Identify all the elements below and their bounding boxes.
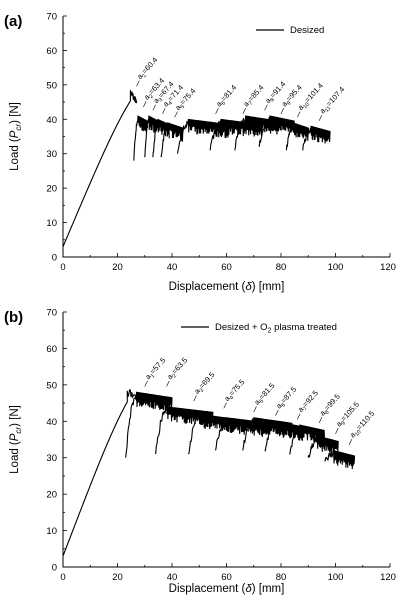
crack-length-annotation: a1=57.5 [143,356,169,383]
y-tick-label: 40 [46,115,57,126]
y-tick-label: 60 [46,344,57,355]
y-tick-label: 0 [52,563,57,574]
annotation-leader [152,104,156,111]
annotation-leader [143,101,147,108]
y-axis-label: Load (Pcr) [N] [9,102,23,171]
annotation-leader [162,108,166,114]
x-tick-label: 0 [60,262,65,273]
x-tick-label: 120 [380,262,396,273]
annotation-leader [275,409,279,416]
annotation-leader [264,104,268,111]
annotation-leader [348,438,353,445]
y-tick-label: 50 [46,380,57,391]
annotation-leader [253,406,257,413]
legend-label: Desized [290,25,324,36]
x-tick-label: 80 [276,572,287,583]
crack-length-annotation: a4=75.5 [222,378,248,405]
series-curve-segment [62,90,138,247]
annotation-leader [318,417,323,424]
y-tick-label: 70 [46,12,57,23]
annotation-leader [318,114,323,121]
legend-label: Desized + O2 plasma treated [215,322,337,335]
crack-length-annotation: a7=85.4 [241,83,267,110]
annotation-leader [174,111,178,118]
annotation-leader [280,108,284,114]
x-tick-label: 80 [276,262,287,273]
x-tick-label: 20 [112,262,123,273]
x-tick-label: 100 [328,572,344,583]
annotation-leader [166,380,170,387]
y-tick-label: 20 [46,490,57,501]
series-curve-segment [258,115,296,147]
y-axis-label: Load (Pcr) [N] [9,405,23,474]
x-tick-label: 100 [328,262,344,273]
y-tick-label: 10 [46,218,57,229]
y-tick-label: 50 [46,80,57,91]
panel-label: (a) [4,13,22,30]
panel-b: (b) 0 20 40 60 80 100 120 0 10 20 30 40 50 60 70 Displac… [4,308,396,596]
crack-length-annotation: a6=81.4 [214,83,240,110]
x-tick-label: 40 [167,572,178,583]
annotation-leader [136,80,140,87]
y-tick-label: 70 [46,308,57,319]
series-curve-segment [125,391,173,458]
x-axis-label: Displacement (δ) [mm] [169,281,285,293]
x-tick-label: 120 [380,572,396,583]
series-curve-segment [302,125,331,151]
annotation-leader [297,111,301,118]
annotation-leader [193,395,197,402]
series-curve-segment [160,122,184,158]
series-curve-segment [215,416,271,451]
annotation-leader [223,402,227,409]
x-tick-label: 20 [112,572,123,583]
series-curve-segment [234,115,279,151]
series-curve-segment [242,417,293,451]
y-tick-label: 20 [46,184,57,195]
annotation-leader [215,108,219,114]
panel-label: (b) [4,309,23,326]
y-tick-label: 0 [52,253,57,264]
crack-length-annotation: a3=69.5 [192,370,218,397]
x-tick-label: 60 [221,262,232,273]
x-tick-label: 0 [60,572,65,583]
series-curve-segment [62,389,151,557]
crack-length-annotation: a2=63.5 [165,356,191,383]
annotation-leader [335,428,339,434]
annotation-leader [297,413,301,420]
y-tick-label: 60 [46,46,57,57]
series-curve-segment [307,435,339,458]
x-axis-label: Displacement (δ) [mm] [169,583,285,595]
y-tick-label: 30 [46,453,57,464]
x-tick-label: 60 [221,572,232,583]
panel-a: (a) 0 20 40 60 80 100 120 0 10 20 30 40 50 60 70 Displac… [4,12,396,294]
y-tick-label: 30 [46,149,57,160]
series-curve-segment [324,450,356,470]
x-tick-label: 40 [167,262,178,273]
series-curve-segment [152,118,170,158]
series-curve-segment [285,122,309,151]
annotation-leader [144,380,148,387]
series-curve-segment [144,115,159,158]
series-curve-segment [133,115,149,161]
y-tick-label: 40 [46,417,57,428]
annotation-leader [242,108,246,114]
series-curve-segment [155,406,214,455]
axes [62,312,390,568]
y-tick-label: 10 [46,526,57,537]
